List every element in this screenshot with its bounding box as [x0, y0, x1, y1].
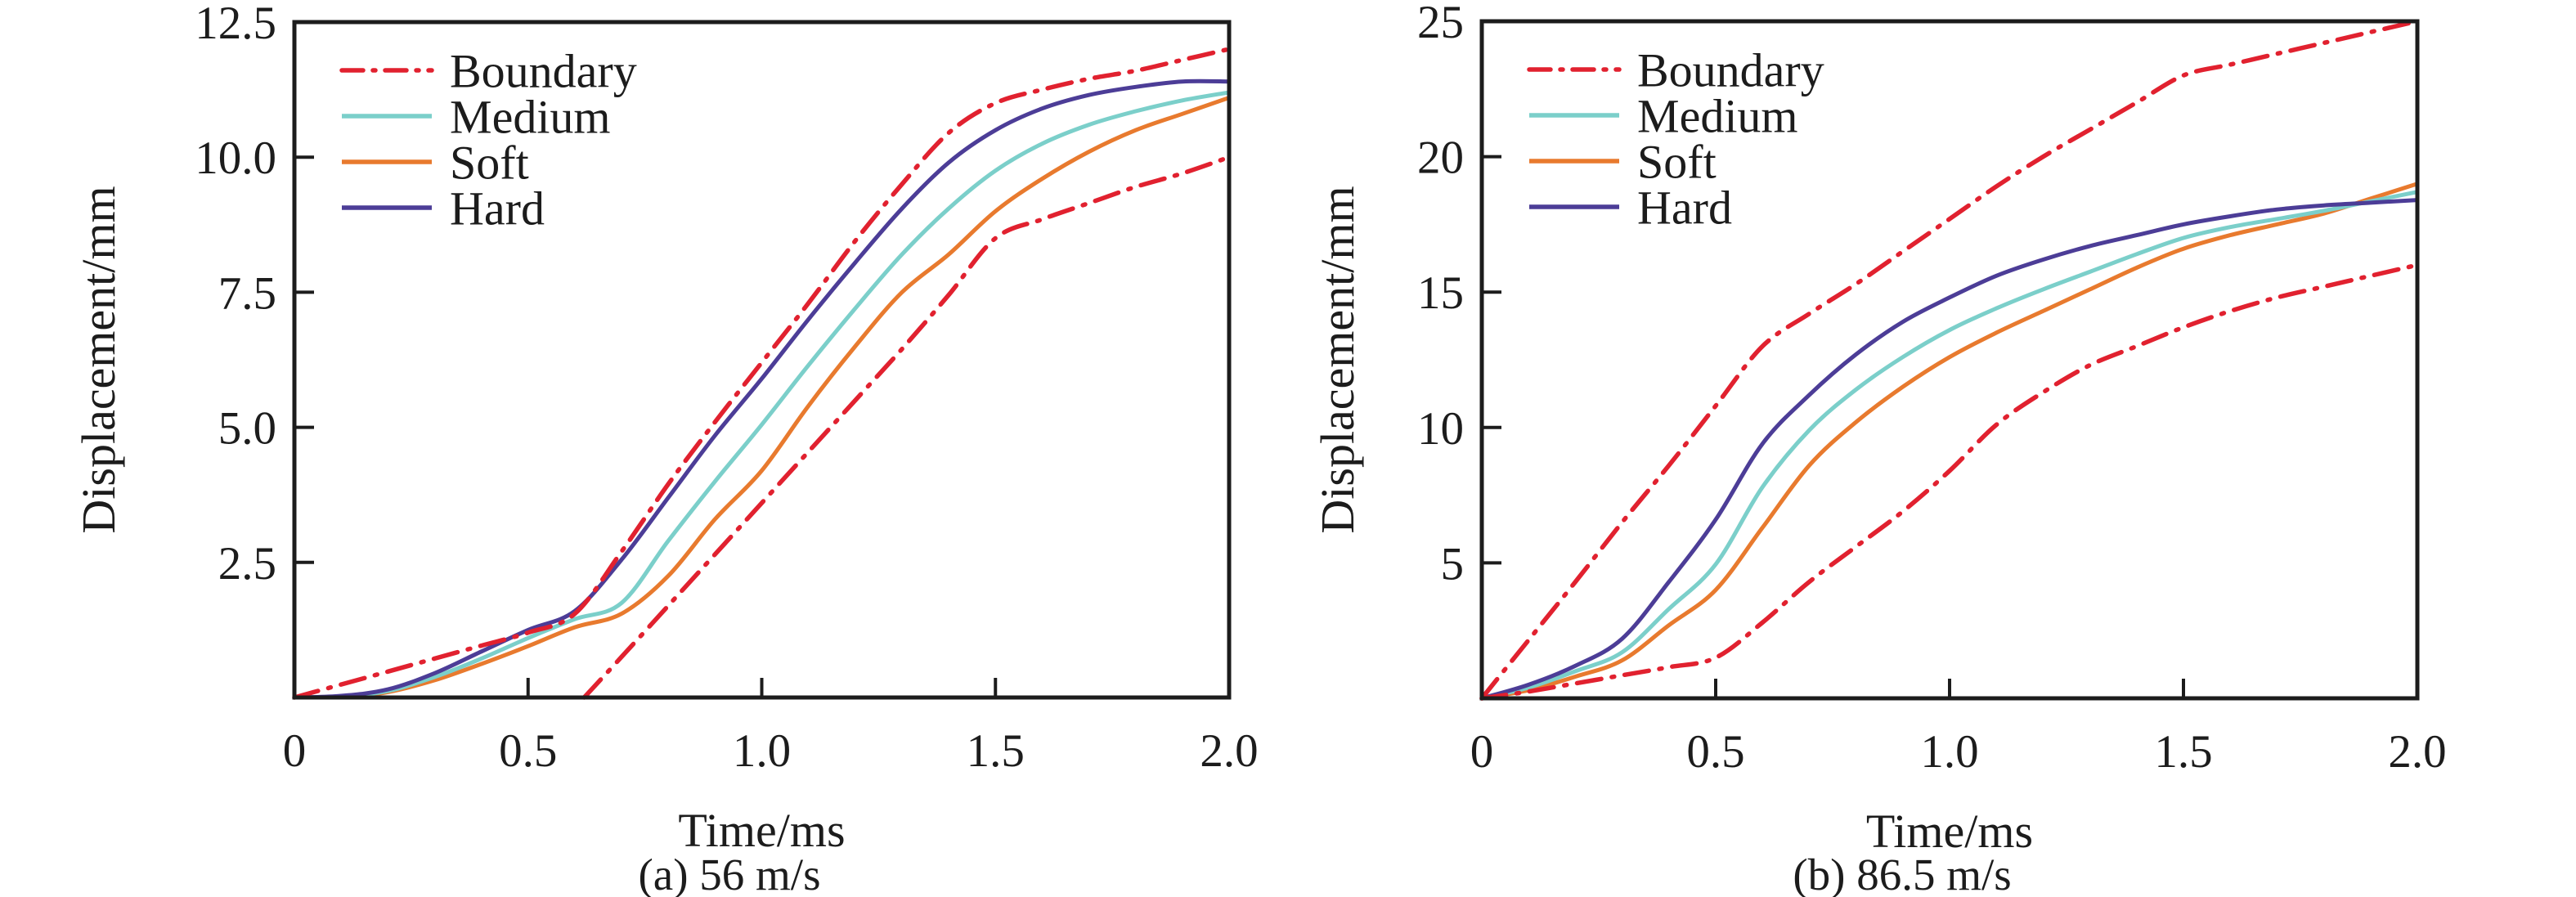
series-line-medium — [1481, 190, 2418, 701]
legend-label-medium: Medium — [450, 90, 611, 143]
y-tick-label: 10 — [1417, 403, 1464, 455]
y-tick-label: 15 — [1417, 267, 1464, 319]
series-line-hard — [1481, 198, 2418, 701]
y-tick-label: 7.5 — [218, 267, 276, 319]
chart-a: 0 0.5 1.0 1.5 2.0 2.5 5.0 7.5 10.0 12.5 Time/ms Dis… — [72, 0, 1259, 897]
x-tick-label: 0.5 — [1686, 726, 1744, 778]
legend-label-boundary: Boundary — [1637, 43, 1824, 96]
series-line-hard — [294, 78, 1230, 700]
series-line-soft — [294, 96, 1230, 700]
x-tick-label: 1.0 — [733, 725, 791, 777]
series-line-boundary-upper — [1479, 19, 2420, 701]
x-tick-label: 0.5 — [499, 725, 557, 777]
plot-frame — [1479, 19, 2420, 701]
y-tick-label: 10.0 — [195, 132, 276, 184]
series-line-boundary-upper — [292, 47, 1232, 700]
x-axis-title: Time/ms — [1866, 805, 2033, 858]
legend-label-boundary: Boundary — [450, 44, 637, 97]
legend-label-medium: Medium — [1637, 89, 1798, 142]
x-tick-label: 1.5 — [967, 725, 1025, 777]
x-tick-label: 1.5 — [2154, 726, 2212, 778]
legend-label-soft: Soft — [450, 136, 529, 189]
series-line-medium — [294, 90, 1230, 700]
x-axis-title: Time/ms — [678, 804, 845, 857]
x-tick-label: 1.0 — [1920, 726, 1978, 778]
chart-b: 0 0.5 1.0 1.5 2.0 5 10 15 20 25 Time/ms Displacemen… — [1311, 0, 2447, 897]
y-tick-label: 5.0 — [218, 403, 276, 455]
y-axis-title: Displacement/mm — [72, 186, 125, 533]
y-tick-label: 2.5 — [218, 538, 276, 590]
chart-caption: (b) 86.5 m/s — [1793, 850, 2011, 897]
y-axis-title: Displacement/mm — [1311, 186, 1364, 533]
legend-label-hard: Hard — [450, 182, 545, 235]
legend-label-hard: Hard — [1637, 181, 1732, 234]
series-line-boundary-lower — [581, 155, 1232, 700]
x-tick-label: 2.0 — [2388, 726, 2446, 778]
x-tick-label: 0 — [283, 725, 307, 777]
y-tick-label: 20 — [1417, 132, 1464, 184]
y-tick-label: 25 — [1417, 0, 1464, 48]
x-tick-label: 0 — [1470, 726, 1494, 778]
legend-label-soft: Soft — [1637, 135, 1717, 188]
chart-caption: (a) 56 m/s — [638, 850, 820, 897]
x-tick-label: 2.0 — [1200, 725, 1258, 777]
y-tick-label: 5 — [1441, 538, 1465, 590]
series-line-soft — [1481, 182, 2418, 701]
series-line-boundary-lower — [1479, 262, 2420, 701]
y-tick-label: 12.5 — [195, 0, 276, 49]
